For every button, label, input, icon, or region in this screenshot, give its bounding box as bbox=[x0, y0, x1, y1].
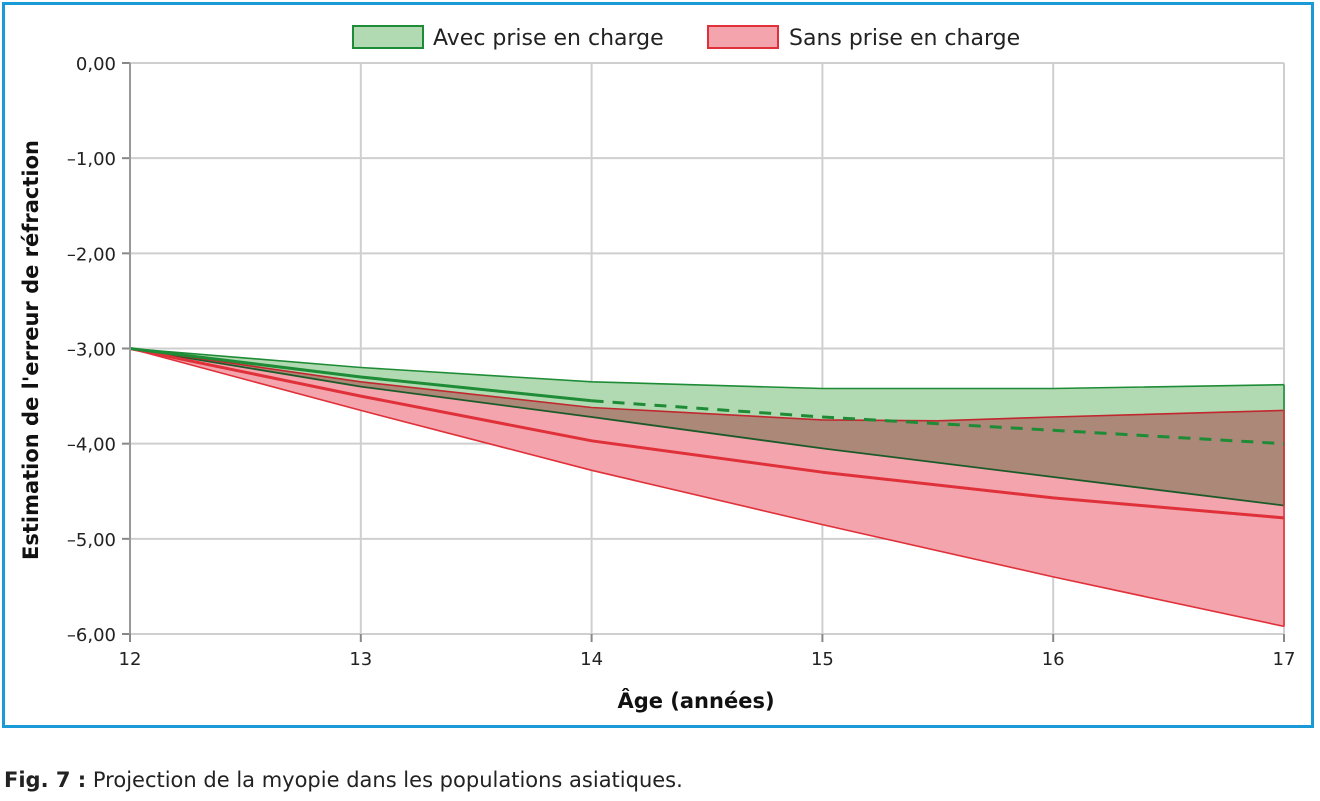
edge-avec-upper bbox=[129, 347, 1285, 390]
legend-label-sans: Sans prise en charge bbox=[789, 26, 1020, 51]
bands bbox=[130, 348, 1284, 627]
mean-line-avec-prise-en-charge bbox=[129, 347, 592, 403]
edge-sans-lower bbox=[129, 347, 1285, 628]
legend: Avec prise en charge Sans prise en charg… bbox=[352, 25, 1020, 51]
x-tick-label: 13 bbox=[349, 649, 372, 670]
edge-sans-upper bbox=[129, 347, 1285, 422]
edge-avec-lower bbox=[129, 347, 1285, 507]
y-tick-label: 0,00 bbox=[76, 54, 116, 75]
y-tick-label: –5,00 bbox=[67, 530, 116, 551]
y-tick-label: –2,00 bbox=[67, 244, 116, 265]
mean-line-avec-prise-en-charge-projection bbox=[591, 399, 1285, 446]
figure-caption-label: Fig. 7 : bbox=[4, 768, 87, 792]
y-axis-title: Estimation de l'erreur de réfraction bbox=[19, 140, 43, 560]
y-tick-label: –3,00 bbox=[67, 340, 116, 361]
axes: 12 13 14 15 16 17 0,00 –1,00 –2,00 –3,00 –4,00 –5,0… bbox=[67, 54, 1296, 670]
x-tick-label: 16 bbox=[1042, 649, 1065, 670]
figure-caption-text: Projection de la myopie dans les populat… bbox=[92, 768, 683, 792]
figure-caption: Fig. 7 : Projection de la myopie dans le… bbox=[4, 768, 683, 792]
series-lines bbox=[129, 347, 1285, 628]
band-sans-prise-en-charge bbox=[130, 348, 1284, 627]
x-tick-label: 14 bbox=[580, 649, 603, 670]
x-tick-label: 15 bbox=[811, 649, 834, 670]
legend-swatch-sans bbox=[707, 25, 779, 49]
x-tick-label: 17 bbox=[1273, 649, 1296, 670]
chart-frame bbox=[2, 2, 1314, 728]
y-tick-label: –6,00 bbox=[67, 625, 116, 646]
legend-swatch-avec bbox=[352, 25, 424, 49]
y-tick-label: –4,00 bbox=[67, 435, 116, 456]
x-axis-title: Âge (années) bbox=[617, 688, 774, 713]
legend-label-avec: Avec prise en charge bbox=[433, 26, 664, 51]
y-tick-label: –1,00 bbox=[67, 149, 116, 170]
mean-line-sans-prise-en-charge bbox=[129, 347, 1285, 520]
x-tick-label: 12 bbox=[119, 649, 142, 670]
